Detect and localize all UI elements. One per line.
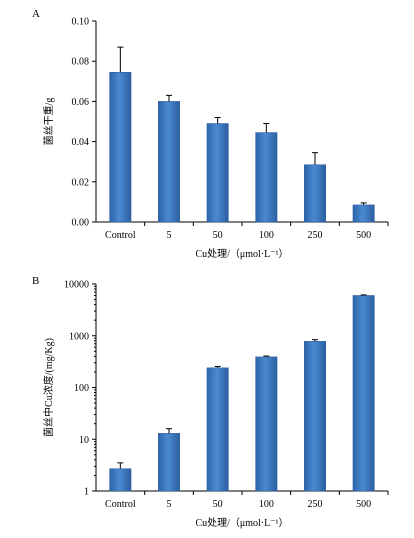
bar xyxy=(109,468,132,492)
bar xyxy=(158,101,180,223)
y-tick-label: 0.04 xyxy=(72,137,90,148)
y-tick-label: 10 xyxy=(79,435,89,446)
bar xyxy=(158,433,180,492)
y-axis-label: 菌丝中Cu浓度/(mg/Kg) xyxy=(42,338,55,437)
panel-label: A xyxy=(32,8,40,20)
x-tick-label: 50 xyxy=(213,499,223,510)
y-tick-label: 100 xyxy=(74,383,89,394)
x-tick-label: Control xyxy=(105,499,136,510)
y-tick-label: 0.08 xyxy=(72,57,90,68)
x-tick-label: 250 xyxy=(308,230,323,241)
bar xyxy=(352,295,375,492)
y-tick-label: 0.02 xyxy=(72,177,90,188)
y-tick-label: 10000 xyxy=(64,280,89,291)
bar xyxy=(206,367,229,492)
x-axis-label: Cu处理/（μmol·L⁻¹） xyxy=(195,517,288,529)
y-tick-label: 0.10 xyxy=(72,17,90,28)
bar xyxy=(255,356,278,492)
y-axis-label: 菌丝干重/g xyxy=(42,98,55,146)
x-tick-label: 5 xyxy=(167,230,172,241)
x-tick-label: Control xyxy=(105,230,136,241)
bar xyxy=(352,204,375,223)
y-tick-label: 0.06 xyxy=(72,97,90,108)
bar xyxy=(206,123,229,223)
x-tick-label: 100 xyxy=(259,499,274,510)
y-tick-label: 1 xyxy=(84,487,89,498)
x-tick-label: 5 xyxy=(167,499,172,510)
x-tick-label: 100 xyxy=(259,230,274,241)
chart-panel-b: B 1 10 100 1000 10000 Control 5 50 100 250 500 Cu处理/… xyxy=(32,275,389,529)
x-tick-label: 500 xyxy=(356,230,371,241)
bar xyxy=(255,132,278,223)
x-tick-label: 500 xyxy=(356,499,371,510)
bar xyxy=(109,72,132,223)
x-axis-label: Cu处理/（μmol·L⁻¹） xyxy=(195,248,288,260)
chart-panel-a: A 0.00 0.02 0.04 0.06 0.08 0.10 Control 5 50 100 25… xyxy=(32,8,389,260)
bar xyxy=(304,164,326,223)
y-tick-label: 0.00 xyxy=(72,218,90,229)
x-tick-label: 250 xyxy=(308,499,323,510)
panel-label: B xyxy=(32,275,39,287)
bar xyxy=(304,341,326,492)
y-tick-label: 1000 xyxy=(69,331,89,342)
x-tick-label: 50 xyxy=(213,230,223,241)
